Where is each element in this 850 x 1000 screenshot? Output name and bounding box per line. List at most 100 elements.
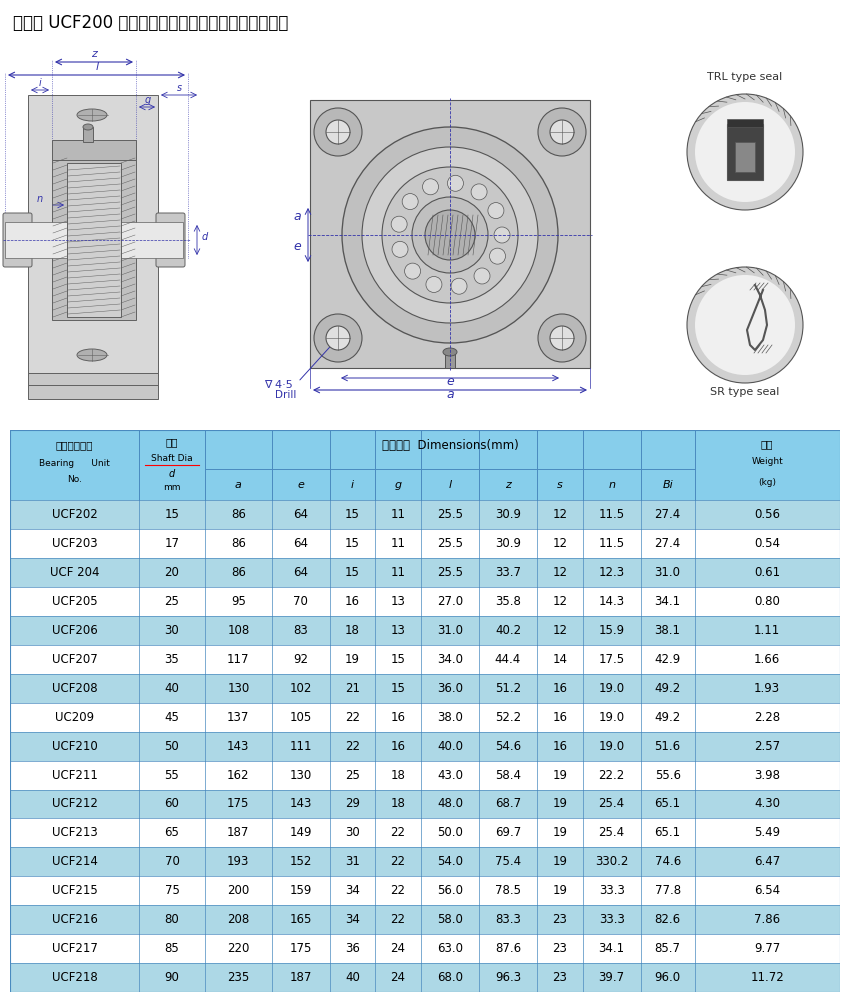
Text: 75.4: 75.4 [495, 855, 521, 868]
Text: 143: 143 [289, 797, 312, 810]
Text: 24: 24 [390, 942, 405, 955]
Text: i: i [38, 78, 42, 88]
Text: 70: 70 [293, 595, 308, 608]
Circle shape [687, 94, 803, 210]
Circle shape [474, 268, 490, 284]
Text: 30: 30 [165, 624, 179, 637]
Text: 130: 130 [290, 769, 312, 782]
Bar [10, 876, 840, 905]
Text: 13: 13 [391, 624, 405, 637]
Text: 12: 12 [552, 624, 567, 637]
Text: 19.0: 19.0 [598, 711, 625, 724]
Text: 175: 175 [289, 942, 312, 955]
Text: UCF215: UCF215 [52, 884, 98, 897]
Text: 82.6: 82.6 [654, 913, 681, 926]
Text: 33.3: 33.3 [598, 884, 625, 897]
Circle shape [391, 216, 407, 232]
Text: 12: 12 [552, 595, 567, 608]
Text: 36.0: 36.0 [437, 682, 463, 695]
Text: 63.0: 63.0 [437, 942, 463, 955]
Text: 33.7: 33.7 [495, 566, 521, 579]
Text: 58.4: 58.4 [495, 769, 521, 782]
Text: 65.1: 65.1 [654, 797, 681, 810]
Text: 60: 60 [165, 797, 179, 810]
Text: 23: 23 [552, 942, 567, 955]
Text: UCF208: UCF208 [52, 682, 97, 695]
Bar [52, 150, 136, 320]
Text: Bearing      Unit: Bearing Unit [39, 459, 110, 468]
Text: 86: 86 [231, 537, 246, 550]
Text: l: l [95, 62, 99, 72]
Text: 64: 64 [293, 508, 308, 521]
Text: 27.0: 27.0 [437, 595, 463, 608]
Text: 22: 22 [390, 913, 405, 926]
Text: 21: 21 [345, 682, 360, 695]
Bar [10, 645, 840, 674]
Ellipse shape [77, 109, 107, 121]
Text: SR type seal: SR type seal [711, 387, 779, 397]
Text: (kg): (kg) [758, 478, 776, 487]
Bar [52, 140, 136, 160]
Text: 15.9: 15.9 [598, 624, 625, 637]
Text: UCF203: UCF203 [52, 537, 97, 550]
Text: 330.2: 330.2 [595, 855, 628, 868]
Circle shape [488, 203, 504, 219]
Text: UC209: UC209 [55, 711, 94, 724]
Text: Shaft Dia: Shaft Dia [151, 454, 193, 463]
Text: 44.4: 44.4 [495, 653, 521, 666]
Text: 19: 19 [552, 855, 567, 868]
Text: d: d [202, 232, 208, 242]
Text: 22: 22 [345, 711, 360, 724]
Text: UCF218: UCF218 [52, 971, 98, 984]
Text: 40: 40 [345, 971, 360, 984]
Text: s: s [557, 480, 563, 490]
Bar [10, 430, 840, 500]
Text: 19: 19 [552, 797, 567, 810]
Text: e: e [293, 240, 301, 253]
Text: 86: 86 [231, 566, 246, 579]
Text: i: i [351, 480, 354, 490]
Text: Bi: Bi [79, 193, 88, 203]
Bar [10, 616, 840, 645]
Text: 15: 15 [345, 566, 360, 579]
Circle shape [362, 147, 538, 323]
Text: 24: 24 [390, 971, 405, 984]
Text: 23: 23 [552, 971, 567, 984]
Text: 15: 15 [165, 508, 179, 521]
Text: 27.4: 27.4 [654, 537, 681, 550]
Text: 29: 29 [345, 797, 360, 810]
Text: 102: 102 [289, 682, 312, 695]
Text: UCF 204: UCF 204 [50, 566, 99, 579]
Text: 85.7: 85.7 [654, 942, 681, 955]
Text: 6.54: 6.54 [754, 884, 780, 897]
Text: 25.5: 25.5 [437, 566, 463, 579]
Text: 105: 105 [290, 711, 312, 724]
Text: 19: 19 [345, 653, 360, 666]
Bar [727, 119, 763, 127]
Text: 16: 16 [552, 711, 567, 724]
Text: 30.9: 30.9 [495, 508, 521, 521]
Text: 55: 55 [165, 769, 179, 782]
Text: 12: 12 [552, 508, 567, 521]
Text: 208: 208 [227, 913, 249, 926]
Ellipse shape [443, 348, 457, 356]
Text: 39.7: 39.7 [598, 971, 625, 984]
Text: 0.61: 0.61 [754, 566, 780, 579]
Text: 20: 20 [165, 566, 179, 579]
Text: 85: 85 [165, 942, 179, 955]
Text: 12: 12 [552, 537, 567, 550]
Text: a: a [293, 210, 301, 223]
Text: 56.0: 56.0 [437, 884, 463, 897]
Circle shape [402, 194, 418, 210]
Bar [10, 732, 840, 761]
Text: UCF213: UCF213 [52, 826, 98, 839]
Text: 78.5: 78.5 [495, 884, 521, 897]
Circle shape [550, 120, 574, 144]
Circle shape [494, 227, 510, 243]
Text: 22: 22 [390, 884, 405, 897]
Bar [10, 587, 840, 616]
Text: 19: 19 [552, 769, 567, 782]
Text: 1.11: 1.11 [754, 624, 780, 637]
Text: n: n [608, 480, 615, 490]
Text: 3.98: 3.98 [754, 769, 780, 782]
